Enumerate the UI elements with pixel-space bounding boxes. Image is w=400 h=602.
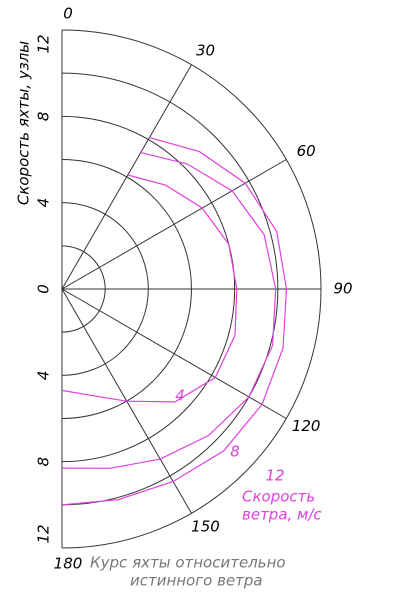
grid-spoke bbox=[61, 64, 192, 290]
legend-title: Скорость bbox=[242, 488, 315, 506]
x-title-line: Курс яхты относительно bbox=[90, 554, 286, 572]
angle-label: 180 bbox=[54, 555, 83, 573]
legend-title: ветра, м/с bbox=[242, 506, 322, 524]
angle-label: 150 bbox=[191, 518, 220, 536]
angle-label: 60 bbox=[297, 142, 316, 160]
r-tick-label: 0 bbox=[35, 284, 53, 294]
series-label: 4 bbox=[175, 387, 185, 405]
angle-label: 0 bbox=[63, 5, 73, 23]
grid-spoke bbox=[61, 288, 287, 419]
axis-title: Скорость яхты, узлы bbox=[15, 41, 33, 205]
series-curve bbox=[61, 152, 277, 469]
r-tick-label: 12 bbox=[35, 524, 53, 543]
r-tick-label: 12 bbox=[35, 34, 53, 53]
r-tick-label: 8 bbox=[35, 112, 53, 122]
angle-label: 30 bbox=[196, 41, 215, 59]
angle-label: 120 bbox=[292, 417, 321, 435]
x-title-line: истинного ветра bbox=[130, 572, 263, 590]
series-curve bbox=[61, 137, 288, 506]
angle-label: 90 bbox=[333, 280, 352, 298]
r-tick-label: 4 bbox=[35, 371, 53, 381]
series-label: 12 bbox=[265, 467, 284, 485]
series-label: 8 bbox=[230, 443, 240, 461]
r-tick-label: 8 bbox=[35, 457, 53, 467]
r-tick-label: 4 bbox=[35, 198, 53, 208]
series-curve bbox=[61, 174, 238, 403]
grid-spoke bbox=[61, 159, 287, 290]
